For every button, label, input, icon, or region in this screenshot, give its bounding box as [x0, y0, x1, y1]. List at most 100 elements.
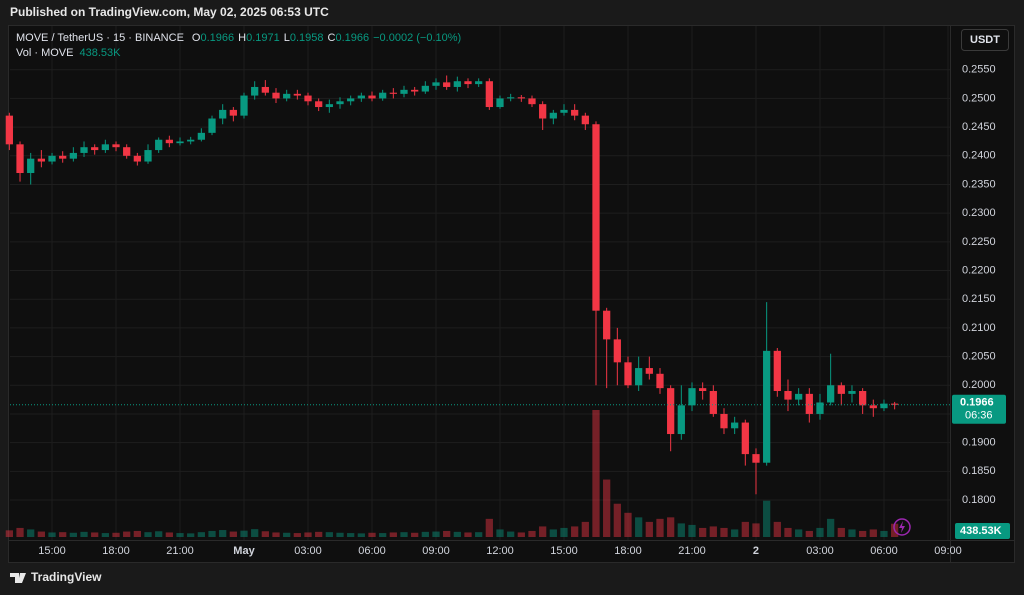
candle-body	[261, 86, 269, 93]
y-tick-label: 0.1900	[962, 437, 996, 449]
candle-body	[592, 124, 600, 311]
volume-bar	[251, 529, 259, 537]
ohlc-key: H	[238, 32, 246, 44]
chart-panel	[8, 25, 1015, 563]
x-tick-label: 06:00	[870, 545, 898, 557]
volume-bar	[496, 529, 504, 537]
candle-body	[891, 403, 899, 405]
volume-bar	[421, 531, 429, 537]
volume-bar	[123, 531, 131, 537]
y-tick-label: 0.2000	[962, 379, 996, 391]
brand-name: TradingView	[31, 570, 102, 584]
candle-body	[208, 118, 216, 133]
volume-bar	[144, 532, 152, 537]
candle-body	[539, 104, 547, 119]
volume-bar	[709, 526, 717, 537]
candle-body	[816, 402, 824, 414]
countdown: 06:36	[965, 410, 993, 422]
candle-body	[613, 339, 621, 363]
candle-body	[805, 393, 813, 414]
candle-body	[485, 81, 493, 108]
volume-bar	[5, 530, 13, 537]
candle-body	[112, 144, 120, 148]
y-tick-label: 0.1800	[962, 494, 996, 506]
candle-body	[571, 109, 579, 116]
candle-body	[347, 98, 355, 102]
candle-body	[688, 388, 696, 406]
volume-bar	[784, 527, 792, 537]
alert-icon[interactable]	[893, 518, 911, 536]
candle-body	[507, 97, 515, 99]
y-tick-label: 0.2500	[962, 92, 996, 104]
ohlc-value: 0.1966	[200, 32, 234, 44]
x-tick-label: 18:00	[102, 545, 130, 557]
candle-body	[411, 89, 419, 92]
candle-body	[560, 109, 568, 113]
y-tick-label: 0.2400	[962, 150, 996, 162]
candle-body	[69, 152, 77, 159]
volume-bar	[133, 530, 141, 537]
volume-bar	[304, 532, 312, 537]
candle-body	[48, 155, 56, 162]
volume-bar	[581, 521, 589, 537]
candle-body	[699, 388, 707, 392]
x-tick-label: 03:00	[806, 545, 834, 557]
volume-bar	[443, 530, 451, 537]
volume-bar	[528, 530, 536, 537]
candle-body	[752, 454, 760, 463]
volume-bar	[283, 532, 291, 537]
candle-body	[656, 373, 664, 389]
candle-body	[667, 388, 675, 435]
volume-bar	[773, 521, 781, 537]
volume-bar	[293, 533, 301, 537]
y-tick-label: 0.2050	[962, 350, 996, 362]
alert-bolt	[899, 521, 905, 533]
candle-body	[336, 101, 344, 105]
x-tick-label: 15:00	[38, 545, 66, 557]
candle-body	[464, 81, 472, 85]
ohlc-key: O	[192, 32, 201, 44]
volume-bar	[336, 532, 344, 537]
volume-bar	[91, 532, 99, 537]
volume-bar	[560, 527, 568, 537]
candle-body	[37, 158, 45, 162]
volume-bar	[677, 523, 685, 537]
x-tick-label: 21:00	[678, 545, 706, 557]
volume-bar	[880, 530, 888, 537]
volume-bar	[368, 532, 376, 537]
ohlc-key: C	[328, 32, 336, 44]
volume-bar	[869, 529, 877, 537]
grid	[10, 26, 950, 540]
candle-body	[859, 391, 867, 406]
candle-body	[731, 422, 739, 429]
volume-bar	[635, 517, 643, 537]
x-tick-label: 09:00	[934, 545, 962, 557]
y-tick-label: 0.2100	[962, 322, 996, 334]
volume-bar	[656, 518, 664, 537]
candle-body	[773, 350, 781, 392]
candle-body	[549, 112, 557, 119]
volume-bar	[165, 532, 173, 537]
candle-body	[272, 92, 280, 99]
volume-bar	[315, 531, 323, 537]
volume-bar	[37, 531, 45, 537]
volume-bar	[219, 530, 227, 537]
ohlc: O0.1966 H0.1971 L0.1958 C0.1966	[192, 32, 369, 44]
volume-bar	[795, 529, 803, 537]
volume-bar	[859, 530, 867, 537]
x-tick-label: 12:00	[486, 545, 514, 557]
candle-body	[101, 144, 109, 151]
currency-button[interactable]	[961, 29, 1009, 51]
y-tick-label: 0.2550	[962, 64, 996, 76]
x-tick-label: 21:00	[166, 545, 194, 557]
candle-body	[91, 147, 99, 151]
candle-body	[176, 141, 184, 144]
candle-body	[59, 155, 67, 159]
volume-bar	[101, 533, 109, 537]
volume-bar	[517, 532, 525, 537]
candle-body	[219, 109, 227, 119]
y-tick-label: 0.2350	[962, 178, 996, 190]
volume-bar	[80, 531, 88, 537]
y-tick-label: 0.2200	[962, 264, 996, 276]
